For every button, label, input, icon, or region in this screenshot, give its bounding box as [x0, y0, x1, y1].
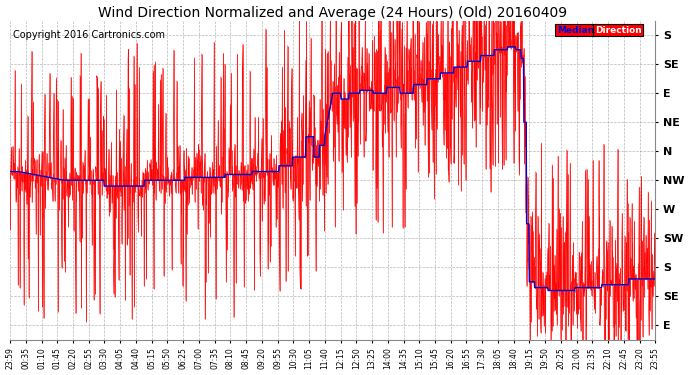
Text: Direction: Direction — [595, 26, 642, 34]
Text: Copyright 2016 Cartronics.com: Copyright 2016 Cartronics.com — [13, 30, 166, 40]
Text: Median: Median — [558, 26, 595, 34]
Title: Wind Direction Normalized and Average (24 Hours) (Old) 20160409: Wind Direction Normalized and Average (2… — [98, 6, 567, 20]
